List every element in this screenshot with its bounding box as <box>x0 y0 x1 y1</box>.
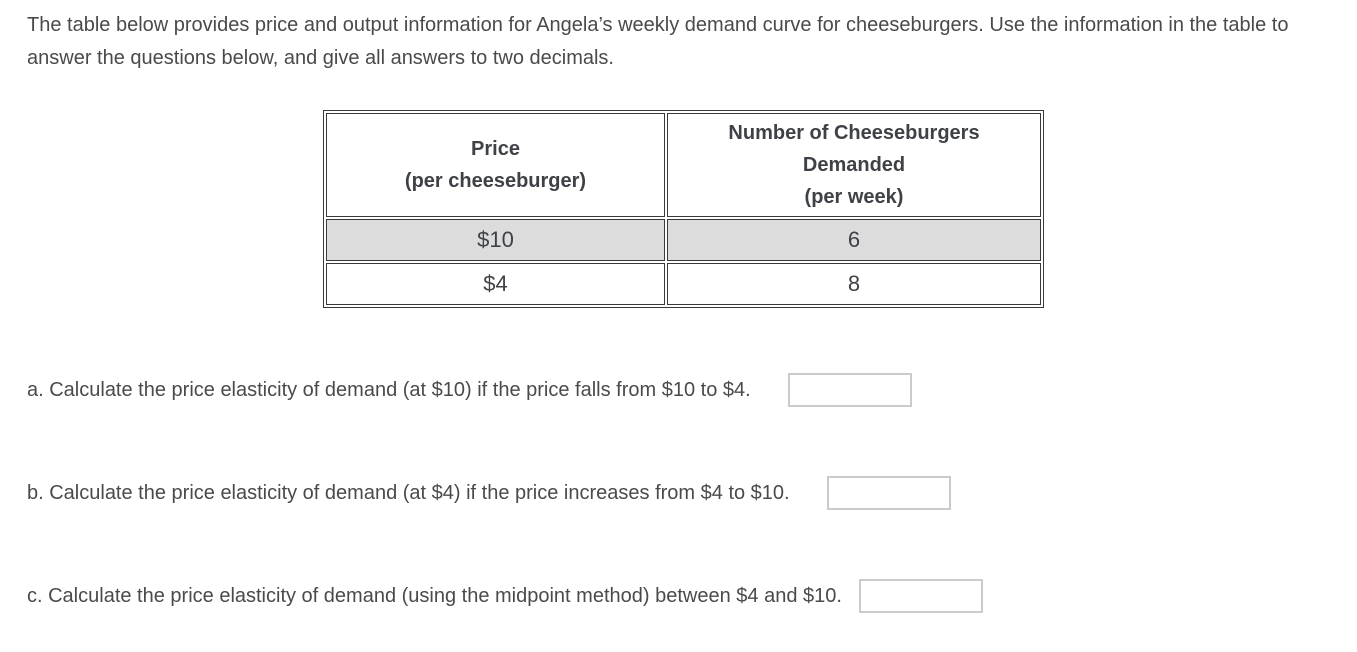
quantity-header-line: (per week) <box>804 186 904 208</box>
question-a-text: a. Calculate the price elasticity of dem… <box>27 379 751 401</box>
price-header-line: (per cheeseburger) <box>404 170 587 192</box>
question-a: a. Calculate the price elasticity of dem… <box>27 373 1343 407</box>
quantity-header-line: Number of Cheeseburgers <box>728 122 980 144</box>
price-column-header: Price (per cheeseburger) <box>326 113 665 217</box>
price-cell: $4 <box>326 263 665 305</box>
quantity-column-header: Number of Cheeseburgers Demanded (per we… <box>667 113 1041 217</box>
intro-text: The table below provides price and outpu… <box>27 14 1289 69</box>
question-b-text: b. Calculate the price elasticity of dem… <box>27 482 790 504</box>
question-c-text: c. Calculate the price elasticity of dem… <box>27 585 842 607</box>
question-a-answer-input[interactable] <box>787 373 912 407</box>
question-b-answer-input[interactable] <box>826 476 951 510</box>
header-row: Price (per cheeseburger) Number of Chees… <box>326 113 1041 217</box>
question-b: b. Calculate the price elasticity of dem… <box>27 476 1343 510</box>
demand-table: Price (per cheeseburger) Number of Chees… <box>323 110 1044 308</box>
question-c-answer-input[interactable] <box>858 579 983 613</box>
demand-table-body: $10 6 $4 8 <box>326 219 1041 305</box>
question-c: c. Calculate the price elasticity of dem… <box>27 579 1343 613</box>
demand-table-head: Price (per cheeseburger) Number of Chees… <box>326 113 1041 217</box>
table-row: $10 6 <box>326 219 1041 261</box>
quantity-header-line: Demanded <box>802 154 906 176</box>
quantity-cell: 8 <box>667 263 1041 305</box>
price-cell: $10 <box>326 219 665 261</box>
price-header-line: Price <box>471 138 520 160</box>
table-row: $4 8 <box>326 263 1041 305</box>
quantity-cell: 6 <box>667 219 1041 261</box>
